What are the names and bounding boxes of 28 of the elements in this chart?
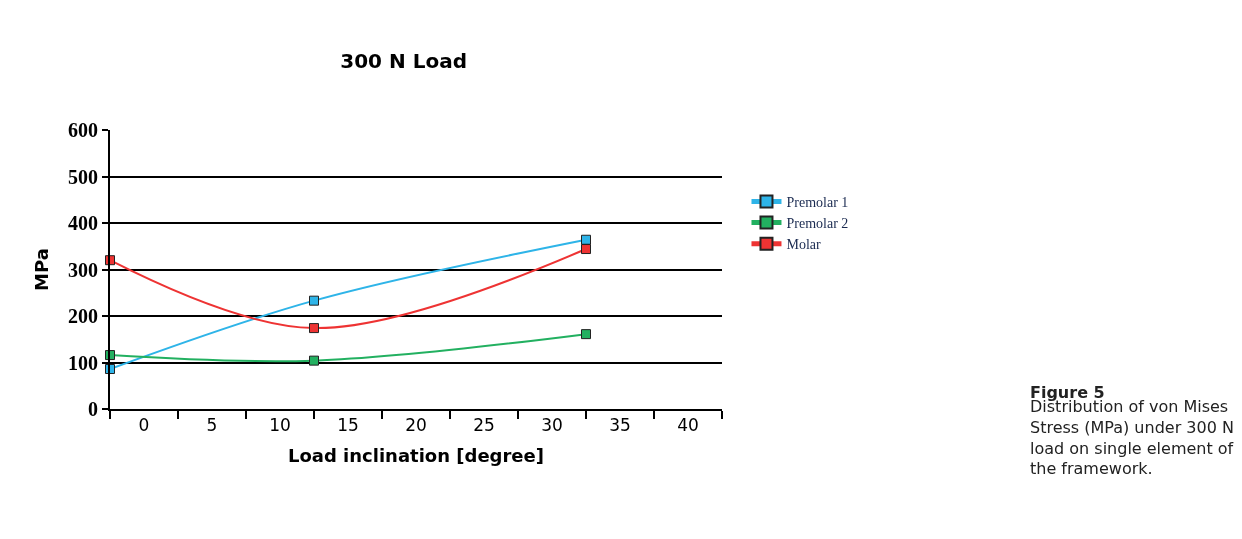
x-tick-label: 0 xyxy=(138,415,150,436)
point xyxy=(581,234,591,245)
x-tick-label: 15 xyxy=(337,415,359,436)
x-tick-label: 40 xyxy=(677,415,699,436)
chart-title: 300 N Load xyxy=(340,48,468,73)
x-tick-label: 35 xyxy=(609,415,631,436)
y-tick-label: 300 xyxy=(68,258,98,281)
x-tick-label: 20 xyxy=(405,415,427,436)
y-tick-label: 400 xyxy=(68,212,98,234)
y-tick-label: 200 xyxy=(68,305,98,327)
point xyxy=(581,329,591,340)
point xyxy=(581,244,591,255)
y-tick-label: 0 xyxy=(88,398,98,420)
point xyxy=(309,323,319,334)
y-tick-label: 500 xyxy=(68,165,98,188)
y-tick-label: 100 xyxy=(68,351,98,374)
x-tick-label: 5 xyxy=(206,415,218,436)
x-tick-label: 10 xyxy=(269,415,291,436)
legend-label: Molar xyxy=(786,237,822,253)
y-axis-title: MPa xyxy=(30,248,52,291)
x-tick-label: 25 xyxy=(473,415,495,436)
point xyxy=(309,295,319,306)
x-tick-label: 30 xyxy=(541,415,563,436)
x-axis-title: Load inclination [degree] xyxy=(287,445,545,466)
legend-label: Premolar 1 xyxy=(786,194,849,210)
y-tick-label: 600 xyxy=(68,119,98,141)
legend-label: Premolar 2 xyxy=(786,216,849,232)
point xyxy=(309,355,319,366)
